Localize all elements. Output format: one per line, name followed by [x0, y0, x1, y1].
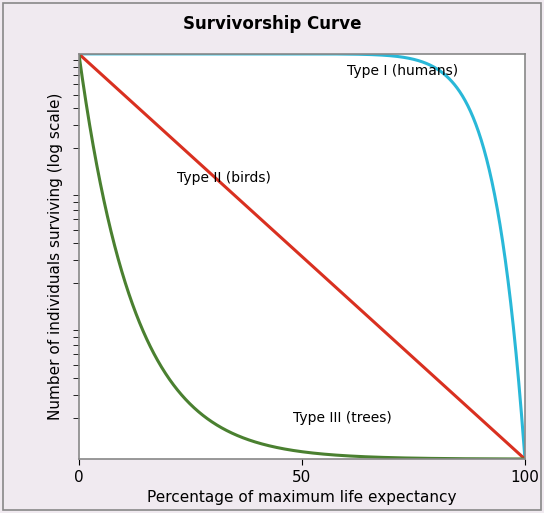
Text: Survivorship Curve: Survivorship Curve: [183, 15, 361, 33]
X-axis label: Percentage of maximum life expectancy: Percentage of maximum life expectancy: [147, 490, 456, 505]
Y-axis label: Number of individuals surviving (log scale): Number of individuals surviving (log sca…: [48, 93, 63, 420]
Text: Type I (humans): Type I (humans): [347, 64, 458, 78]
Text: Type III (trees): Type III (trees): [293, 410, 392, 425]
Text: Type II (birds): Type II (birds): [177, 171, 271, 185]
